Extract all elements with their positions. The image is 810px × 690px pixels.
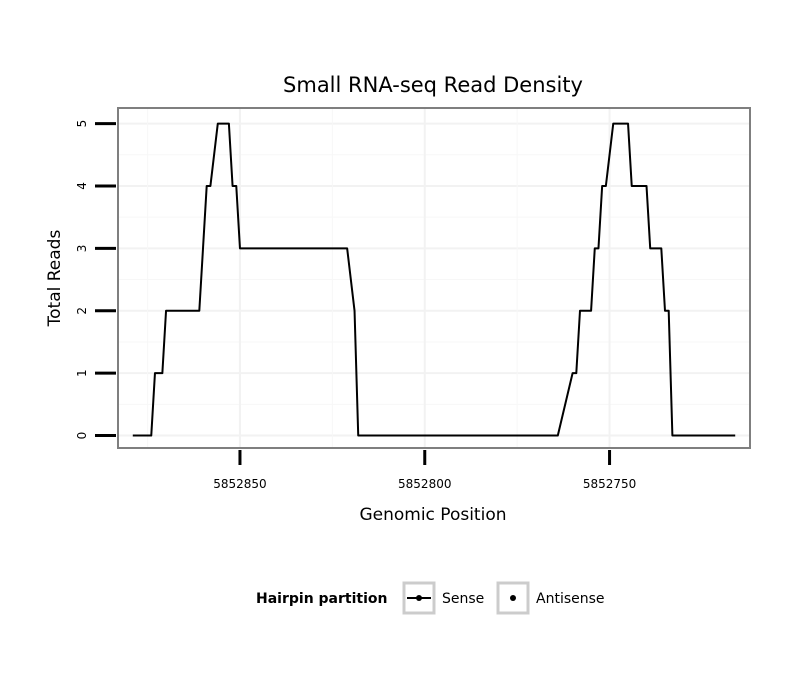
y-tick-label: 0 (75, 432, 89, 440)
x-axis: 5852850 5852800 5852750 (213, 450, 636, 491)
y-tick-label: 4 (75, 182, 89, 190)
y-tick-label: 3 (75, 245, 89, 253)
chart-title: Small RNA-seq Read Density (283, 73, 583, 97)
series-line-sense (132, 122, 736, 437)
legend-label-antisense: Antisense (536, 591, 605, 607)
x-tick-label: 5852800 (398, 477, 451, 491)
legend: Hairpin partition Sense Antisense (256, 581, 605, 615)
y-tick-label: 1 (75, 369, 89, 377)
legend-key-antisense (496, 581, 530, 615)
legend-title: Hairpin partition (256, 591, 387, 607)
legend-dot-sense (416, 595, 422, 601)
series-lines (132, 122, 736, 437)
y-axis: 0 1 2 3 4 5 (75, 120, 116, 440)
x-axis-title: Genomic Position (359, 505, 506, 525)
y-tick-label: 5 (75, 120, 89, 128)
legend-item-antisense: Antisense (496, 581, 605, 615)
x-tick-label: 5852750 (583, 477, 636, 491)
x-tick-label: 5852850 (213, 477, 266, 491)
y-axis-title: Total Reads (45, 230, 65, 328)
legend-item-sense: Sense (402, 581, 484, 615)
legend-dot-antisense (510, 595, 516, 601)
legend-key-sense (402, 581, 436, 615)
y-tick-label: 2 (75, 307, 89, 315)
plot-panel-border (117, 107, 751, 449)
legend-label-sense: Sense (442, 591, 484, 607)
